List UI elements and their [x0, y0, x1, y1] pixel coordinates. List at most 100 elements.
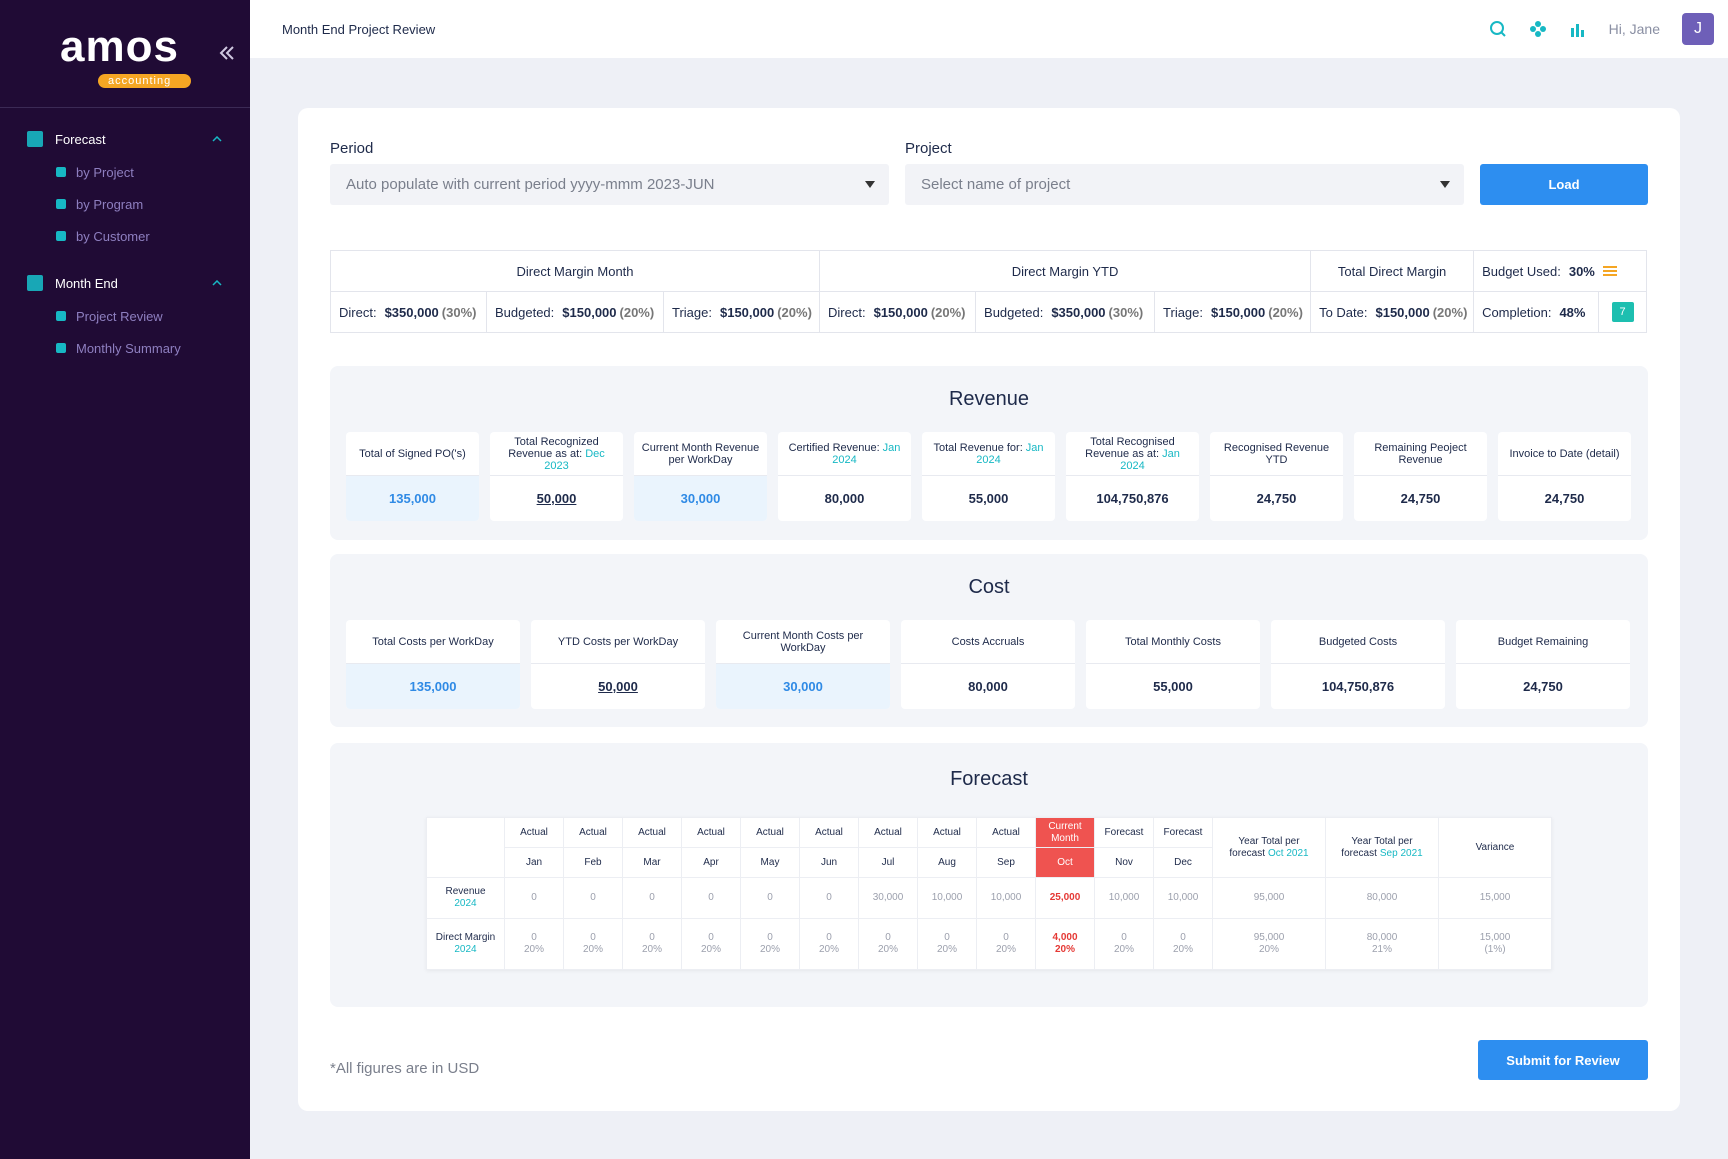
column-kind: Actual [799, 817, 859, 848]
menu-label: Forecast [55, 131, 106, 147]
budget-icon [1602, 266, 1617, 279]
menu-item[interactable]: Project Review [0, 300, 250, 332]
menu-item[interactable]: Monthly Summary [0, 332, 250, 364]
cell-pct: 20% [523, 944, 544, 955]
footer: *All figures are in USD Submit for Revie… [330, 1040, 1648, 1080]
metric-card: Budgeted Costs 104,750,876 [1271, 620, 1445, 709]
submit-button[interactable]: Submit for Review [1478, 1040, 1648, 1080]
cost-panel: Cost Total Costs per WorkDay 135,000 YTD C… [330, 554, 1648, 727]
metric-card: Budget Remaining 24,750 [1456, 620, 1630, 709]
margin-pct: (20%) [930, 304, 966, 320]
menu-item[interactable]: by Customer [0, 220, 250, 252]
collapse-button[interactable] [218, 44, 236, 62]
metric-label: Current Month Revenue per WorkDay [634, 432, 767, 476]
completion-badge[interactable]: 7 [1611, 302, 1634, 322]
menu-item-icon [56, 343, 66, 353]
row-label-text: Direct Margin [435, 932, 496, 943]
margin-cell: Triage: $150,000 (20%) [1154, 291, 1312, 333]
margin-cell: Direct: $150,000 (20%) [819, 291, 977, 333]
metric-card: Remaining Peoject Revenue 24,750 [1354, 432, 1487, 521]
margin-group-title: Direct Margin Month [329, 250, 821, 292]
forecast-cell: 80,000 21% [1325, 918, 1439, 970]
metric-value: 24,750 [1523, 679, 1563, 694]
greeting: Hi, Jane [1608, 21, 1660, 37]
logo-sub: accounting [98, 74, 192, 88]
column-kind: Actual [917, 817, 977, 848]
metric-label: Costs Accruals [901, 620, 1075, 664]
project-label: Project [905, 140, 952, 157]
metric-label-highlight: Dec 2023 [544, 447, 605, 472]
row-label-year: 2024 [454, 898, 477, 909]
revenue-title: Revenue [948, 388, 1030, 410]
menu-item-label: Project Review [76, 308, 163, 324]
metric-label-text: Total Costs per WorkDay [372, 635, 494, 648]
metric-value-box: 24,750 [1498, 476, 1631, 521]
metric-value-box: 55,000 [1086, 664, 1260, 709]
load-button[interactable]: Load [1480, 164, 1648, 205]
forecast-table: Actual Actual Actual Actual Actual Actual Actu… [426, 817, 1552, 970]
margin-table: Direct Margin Month Direct Margin YTD Tota… [329, 250, 1648, 333]
metric-label: Invoice to Date (detail) [1498, 432, 1631, 476]
forecast-cell: 95,000 [1212, 877, 1326, 919]
chart-icon[interactable] [1569, 20, 1587, 38]
metric-label: Recognised Revenue YTD [1210, 432, 1343, 476]
metric-value-box: 50,000 [531, 664, 705, 709]
menu-item[interactable]: by Program [0, 188, 250, 220]
metric-label: Total Costs per WorkDay [346, 620, 520, 664]
menu-group: Month End Project Review Monthly Summary [0, 266, 250, 364]
metric-label-text: Current Month Costs per WorkDay [742, 629, 864, 654]
metric-value[interactable]: 50,000 [598, 679, 638, 694]
cell-pct: 20% [877, 944, 898, 955]
completion-value: 48% [1559, 304, 1586, 320]
metric-label: Current Month Costs per WorkDay [716, 620, 890, 664]
margin-label: Triage: [672, 304, 712, 320]
forecast-cell: 10,000 [917, 877, 977, 919]
metric-label-text: YTD Costs per WorkDay [557, 635, 679, 648]
metric-label-highlight: Jan 2024 [832, 441, 901, 466]
cost-title: Cost [968, 576, 1010, 598]
metric-value-box: 24,750 [1456, 664, 1630, 709]
cell-pct: 21% [1371, 944, 1392, 955]
column-month: May [740, 847, 800, 878]
forecast-cell: 15,000 [1438, 877, 1552, 919]
metric-label: Total Recognised Revenue as at: Jan 2024 [1066, 432, 1199, 476]
forecast-cell: 0 20% [622, 918, 682, 970]
metric-value-box: 135,000 [346, 664, 520, 709]
metric-label-text: Total of Signed PO('s) [359, 447, 466, 460]
margin-group-title: Total Direct Margin [1310, 250, 1475, 292]
forecast-cell: 0 [740, 877, 800, 919]
menu-item-icon [56, 231, 66, 241]
metric-value-box: 24,750 [1354, 476, 1487, 521]
forecast-cell: 10,000 [1094, 877, 1154, 919]
metric-label-text: Recognised Revenue YTD [1223, 441, 1330, 466]
revenue-panel: Revenue Total of Signed PO('s) 135,000 Tot… [330, 366, 1648, 540]
period-select[interactable]: Auto populate with current period yyyy-m… [330, 164, 889, 205]
metric-value[interactable]: 50,000 [536, 491, 577, 506]
project-select[interactable]: Select name of project [905, 164, 1464, 205]
cell-amount: 0 [708, 932, 714, 943]
metric-card: Current Month Costs per WorkDay 30,000 [716, 620, 890, 709]
metric-value: 55,000 [968, 491, 1009, 506]
forecast-cell: 4,000 20% [1035, 918, 1095, 970]
apps-icon[interactable] [1529, 20, 1547, 38]
margin-label: To Date: [1319, 304, 1368, 320]
total-header-period: Sep 2021 [1379, 847, 1423, 859]
search-icon[interactable] [1489, 20, 1507, 38]
menu-header[interactable]: Month End [0, 266, 250, 300]
metric-value: 55,000 [1153, 679, 1193, 694]
menu-item[interactable]: by Project [0, 156, 250, 188]
period-placeholder: Auto populate with current period yyyy-m… [346, 176, 715, 193]
period-field: Period Auto populate with current period… [330, 140, 889, 205]
metric-card: Costs Accruals 80,000 [901, 620, 1075, 709]
metric-value: 104,750,876 [1321, 679, 1395, 694]
metric-label-wrap: Recognised Revenue YTD [1216, 442, 1337, 466]
metric-label: Total Recognized Revenue as at: Dec 2023 [490, 432, 623, 476]
menu-header[interactable]: Forecast [0, 122, 250, 156]
avatar[interactable]: J [1682, 13, 1714, 45]
cell-amount: 0 [649, 932, 655, 943]
forecast-cell: 0 [504, 877, 564, 919]
metric-label: Total Revenue for: Jan 2024 [922, 432, 1055, 476]
total-header: Year Total per forecast Oct 2021 [1212, 817, 1326, 878]
page-title[interactable]: Month End Project Review [282, 21, 436, 37]
